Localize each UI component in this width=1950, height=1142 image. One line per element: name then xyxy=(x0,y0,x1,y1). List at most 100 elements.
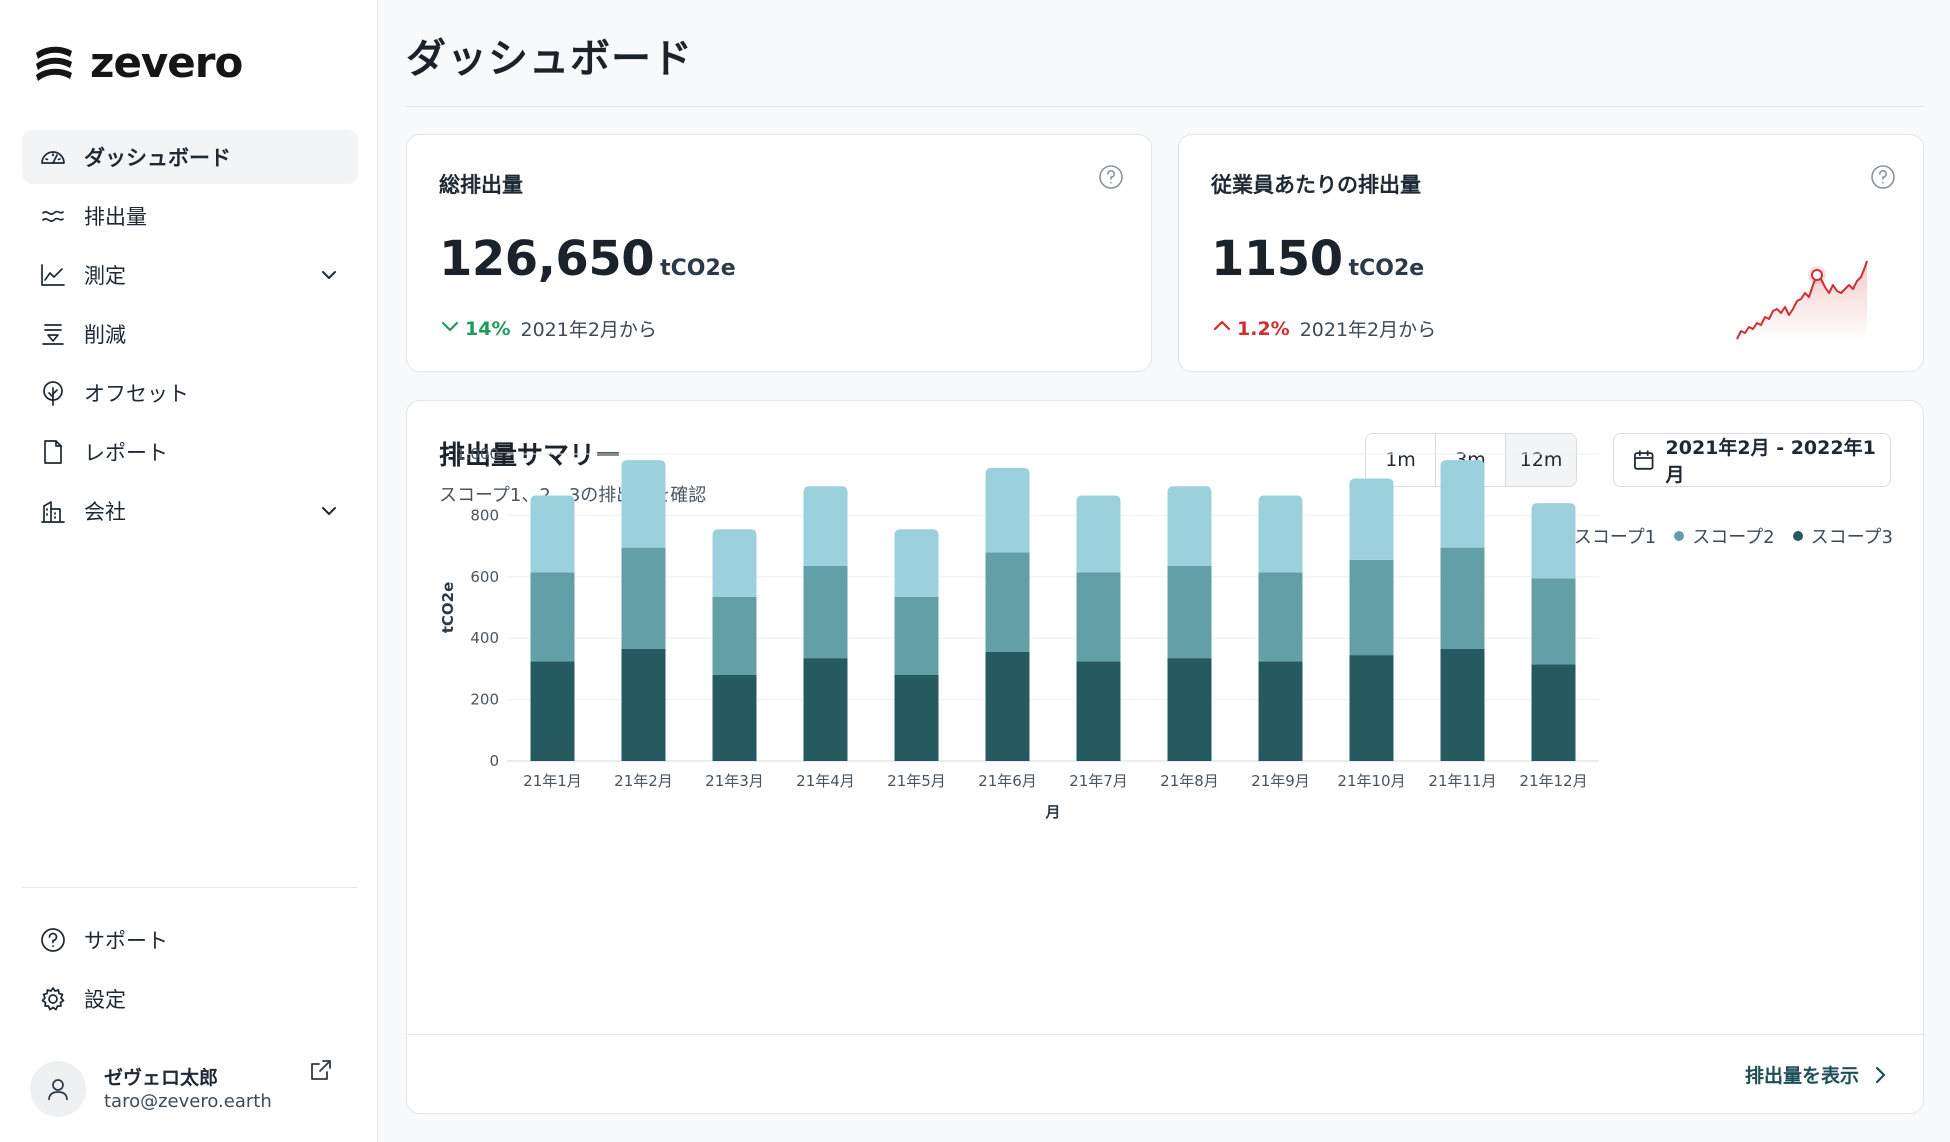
chevron-right-icon xyxy=(1875,1066,1886,1083)
date-range-label: 2021年2月 - 2022年1月 xyxy=(1665,437,1876,486)
line-chart-icon xyxy=(38,260,68,290)
help-circle-icon[interactable] xyxy=(1869,163,1897,191)
view-emissions-link[interactable]: 排出量を表示 xyxy=(1745,1061,1891,1088)
period-12m-button[interactable]: 12m xyxy=(1506,434,1576,486)
arrow-up-icon xyxy=(1211,315,1233,342)
y-tick-label: 200 xyxy=(470,691,499,709)
bar-segment-3 xyxy=(803,658,848,761)
sidebar-item-label: サポート xyxy=(84,929,168,953)
sparkline-line xyxy=(1736,260,1868,340)
gear-icon xyxy=(38,984,68,1014)
sidebar-item-dashboard[interactable]: ダッシュボード xyxy=(22,130,358,184)
kpi-title: 総排出量 xyxy=(439,173,523,197)
bar-segment-2 xyxy=(1349,559,1394,656)
y-tick-label: 0 xyxy=(489,752,499,770)
kpi-change: 1.2% 2021年2月から xyxy=(1211,315,1436,342)
user-profile[interactable]: ゼヴェロ太郎 taro@zevero.earth xyxy=(30,1057,350,1117)
sidebar-item-label: レポート xyxy=(84,441,168,465)
sidebar-item-support[interactable]: サポート xyxy=(22,913,358,967)
kpi-change-text: 2021年2月から xyxy=(520,319,657,341)
bar-segment-1 xyxy=(1167,486,1212,567)
x-tick-label: 21年1月 xyxy=(523,772,582,790)
bar-segment-3 xyxy=(1258,661,1303,761)
chevron-down-icon[interactable] xyxy=(318,264,340,286)
reduce-arrow-icon xyxy=(38,319,68,349)
avatar xyxy=(30,1061,86,1117)
page-title: ダッシュボード xyxy=(406,36,693,82)
sidebar-item-reports[interactable]: レポート xyxy=(22,425,358,479)
kpi-change-pct: 1.2% xyxy=(1237,317,1290,340)
sparkline-chart xyxy=(1736,260,1868,341)
secondary-nav: サポート 設定 xyxy=(22,913,358,1031)
bar-segment-3 xyxy=(1531,664,1576,761)
x-tick-label: 21年6月 xyxy=(978,772,1037,790)
bar-segment-2 xyxy=(621,547,666,649)
x-tick-label: 21年5月 xyxy=(887,772,946,790)
help-circle-icon[interactable] xyxy=(1097,163,1125,191)
bar-segment-1 xyxy=(712,529,757,597)
sidebar-item-offset[interactable]: オフセット xyxy=(22,366,358,420)
kpi-change-text: 2021年2月から xyxy=(1299,319,1437,341)
bar-segment-2 xyxy=(1076,572,1121,662)
kpi-change: 14% 2021年2月から xyxy=(439,315,657,342)
bar-segment-2 xyxy=(1531,578,1576,665)
bar-segment-3 xyxy=(1440,648,1485,761)
kpi-card-per-employee: 従業員あたりの排出量 1150 tCO2e 1.2% 2021年2月から xyxy=(1178,134,1924,372)
sidebar-item-reduce[interactable]: 削減 xyxy=(22,307,358,361)
external-link-icon[interactable] xyxy=(308,1057,334,1083)
x-tick-label: 21年7月 xyxy=(1069,772,1128,790)
x-tick-label: 21年10月 xyxy=(1337,772,1405,790)
bar-segment-2 xyxy=(530,572,575,662)
bar-segment-3 xyxy=(530,661,575,761)
sidebar-item-measure[interactable]: 測定 xyxy=(22,248,358,302)
bar-segment-2 xyxy=(803,566,848,659)
kpi-title: 従業員あたりの排出量 xyxy=(1211,173,1421,197)
bar-segment-1 xyxy=(894,529,939,597)
sparkline-point xyxy=(1811,269,1823,281)
kpi-unit: tCO2e xyxy=(1348,256,1425,281)
bar-segment-1 xyxy=(621,460,666,548)
user-name: ゼヴェロ太郎 xyxy=(104,1067,219,1089)
y-tick-label: 400 xyxy=(470,629,499,647)
bar-segment-2 xyxy=(985,552,1030,653)
view-emissions-label: 排出量を表示 xyxy=(1744,1065,1859,1087)
bar-segment-2 xyxy=(1440,547,1485,649)
y-tick-label: 600 xyxy=(470,568,499,586)
chart-plot-group: 0 200 400 600 800 1,000 21年1月 21年2月 21年3月 21年4月 21… xyxy=(439,445,1599,821)
x-axis-label: 月 xyxy=(1044,803,1060,821)
y-tick-label: 1,000 xyxy=(456,445,499,463)
y-axis-label: tCO2e xyxy=(439,582,457,634)
summary-title: 排出量サマリー xyxy=(439,441,622,471)
bar-segment-3 xyxy=(1349,655,1394,761)
kpi-unit: tCO2e xyxy=(660,256,736,281)
emissions-wave-icon xyxy=(38,201,68,231)
sidebar-item-settings[interactable]: 設定 xyxy=(22,972,358,1026)
bar-segment-1 xyxy=(803,486,848,567)
bar-segment-2 xyxy=(1167,566,1212,659)
sidebar-item-company[interactable]: 会社 xyxy=(22,484,358,538)
x-tick-label: 21年2月 xyxy=(614,772,673,790)
sidebar-item-label: オフセット xyxy=(84,382,189,406)
help-circle-icon xyxy=(38,925,68,955)
chevron-down-icon[interactable] xyxy=(318,500,340,522)
bar-segment-3 xyxy=(1167,658,1212,761)
building-icon xyxy=(38,496,68,526)
bar-segment-3 xyxy=(985,652,1030,761)
x-tick-label: 21年3月 xyxy=(705,772,764,790)
legend-item-scope3: スコープ3 xyxy=(1792,523,1893,549)
bar-segment-1 xyxy=(1440,460,1485,548)
emissions-summary-card: 排出量サマリー スコープ1、2、3の排出量を確認 1m 3m 12m 2021年… xyxy=(406,400,1925,1114)
sidebar: zevero ダッシュボード 排出量 測定 削減 xyxy=(0,0,378,1142)
sparkline-area xyxy=(1737,261,1867,341)
sidebar-item-emissions[interactable]: 排出量 xyxy=(22,189,358,243)
dashboard-gauge-icon xyxy=(38,142,68,172)
brand-logo[interactable]: zevero xyxy=(30,38,243,87)
bar-segment-1 xyxy=(1531,503,1576,579)
main-nav: ダッシュボード 排出量 測定 削減 オフセット xyxy=(22,130,358,543)
sidebar-item-label: 排出量 xyxy=(84,205,147,229)
y-tick-label: 800 xyxy=(470,506,499,524)
bar-segment-1 xyxy=(1076,495,1121,573)
bar-segment-3 xyxy=(894,675,939,761)
document-icon xyxy=(38,437,68,467)
date-range-picker[interactable]: 2021年2月 - 2022年1月 xyxy=(1613,433,1891,487)
